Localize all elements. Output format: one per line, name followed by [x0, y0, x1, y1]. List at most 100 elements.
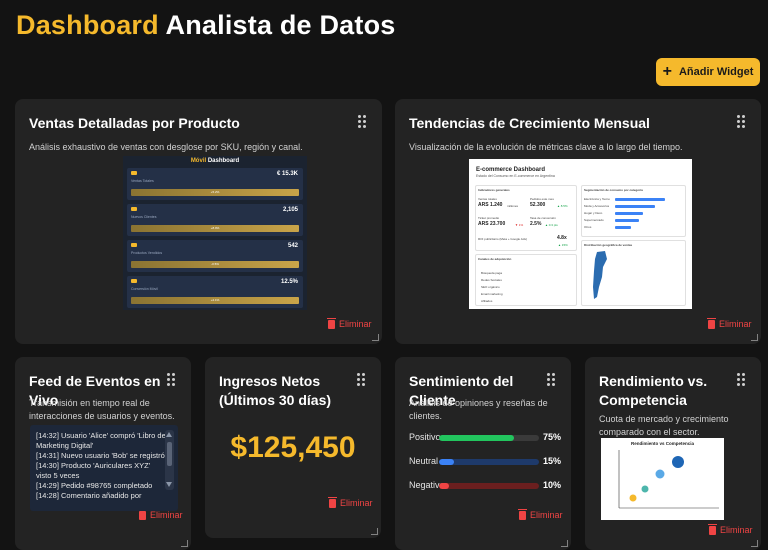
sentiment-row: Positivo 75% — [409, 431, 562, 443]
preview-title: Rendimiento vs Competencia — [630, 441, 694, 446]
channel-label: Búsqueda paga — [481, 271, 503, 275]
drag-handle-icon[interactable] — [547, 373, 555, 386]
kpi-delta: ▼ 1% — [515, 223, 524, 227]
metric-icon — [131, 243, 137, 247]
channel-label: Email marketing — [481, 292, 503, 296]
metric-label: Productos Vendidos — [131, 251, 163, 255]
drag-handle-icon[interactable] — [357, 373, 365, 386]
sentiment-label: Negativo — [409, 480, 445, 490]
metric-delta: -0.5% — [211, 262, 219, 266]
metric-label: Ventas Totales — [131, 179, 154, 183]
event-item: [14:29] Pedido #98765 completado — [36, 481, 153, 490]
trash-icon — [138, 508, 147, 520]
segment-label: Supermercado — [584, 218, 604, 222]
trash-icon — [327, 317, 336, 329]
delete-button[interactable]: Eliminar — [708, 523, 753, 535]
widget-title: Rendimiento vs. Competencia — [599, 373, 708, 408]
event-item: [14:31] Nuevo usuario 'Bob' se registró — [36, 451, 165, 460]
sentiment-label: Positivo — [409, 432, 441, 442]
sentiment-percent: 15% — [543, 456, 562, 466]
segment-box — [581, 185, 686, 237]
metric-delta: +5.2% — [210, 190, 220, 194]
scroll-down-icon[interactable] — [166, 482, 172, 487]
income-value: $125,450 — [230, 431, 356, 464]
kpi-value: 2.5% — [530, 221, 542, 227]
channels-title: Canales de adquisición — [478, 257, 512, 261]
segment-bar — [615, 198, 665, 201]
bubble-empresa-a — [672, 456, 684, 468]
scroll-up-icon[interactable] — [166, 432, 172, 437]
delete-button[interactable]: Eliminar — [707, 317, 752, 329]
resize-handle-icon[interactable] — [751, 334, 758, 341]
channels-box — [475, 254, 577, 306]
argentina-map-icon — [593, 251, 607, 299]
sentiment-percent: 75% — [543, 432, 562, 442]
map-box — [581, 240, 686, 306]
roi-value: 4.8x — [557, 235, 567, 241]
segment-label: Electrónica y Tecno — [584, 197, 610, 201]
metric-value: 2,105 — [282, 207, 298, 213]
resize-handle-icon[interactable] — [561, 540, 568, 547]
delete-button[interactable]: Eliminar — [138, 508, 183, 520]
segment-bar — [615, 212, 643, 215]
widget-title: Tendencias de Crecimiento Mensual — [409, 115, 650, 131]
metric-label: Conversión Móvil — [131, 287, 158, 291]
metric-icon — [131, 279, 137, 283]
channel-label: Afiliados — [481, 299, 493, 303]
resize-handle-icon[interactable] — [751, 540, 758, 547]
event-feed-list[interactable]: [14:32] Usuario 'Alice' compró 'Libro de… — [30, 425, 178, 511]
segment-bar — [615, 205, 655, 208]
resize-handle-icon[interactable] — [372, 334, 379, 341]
preview-header-rest: Dashboard — [207, 158, 240, 164]
delete-label: Eliminar — [150, 510, 183, 520]
event-item: [14:32] Usuario 'Alice' compró 'Libro de… — [36, 431, 166, 450]
widget-description: Transmisión en tiempo real de interaccio… — [29, 398, 175, 421]
kpi-value: 52.300 — [530, 202, 546, 208]
preview-header: Móvil Dashboard — [123, 158, 307, 164]
kpi-label: Ventas totales — [478, 197, 497, 201]
delete-label: Eliminar — [719, 319, 752, 329]
metric-label: Nuevos Clientes — [131, 215, 157, 219]
add-widget-button[interactable]: + Añadir Widget — [656, 58, 760, 86]
trash-icon — [518, 508, 527, 520]
metric-icon — [131, 171, 137, 175]
sentiment-bar — [439, 435, 514, 441]
ecommerce-dashboard-preview: E-commerce Dashboard Estado del Consumo … — [469, 159, 692, 309]
bubble-empresa-d — [629, 494, 637, 502]
widget-description: Cuota de mercado y crecimiento comparado… — [599, 414, 729, 437]
feed-scrollbar[interactable] — [165, 430, 174, 490]
segment-label: Otros — [584, 225, 592, 229]
scroll-thumb[interactable] — [167, 442, 172, 466]
widget-title: Ingresos Netos (Últimos 30 días) — [219, 373, 332, 408]
preview-metric: Conversión Móvil 12.5% +2.1% — [127, 276, 303, 308]
trash-icon — [328, 496, 337, 508]
competencia-chart-preview: Rendimiento vs Competencia — [601, 438, 724, 520]
channel-label: Redes Sociales — [481, 278, 502, 282]
preview-metric: Nuevos Clientes 2,105 +8.9% — [127, 204, 303, 236]
preview-header-accent: Móvil — [190, 158, 207, 164]
resize-handle-icon[interactable] — [371, 528, 378, 535]
metric-value: € 15.3K — [276, 171, 298, 177]
preview-subtitle: Estado del Consumo en E-commerce en Arge… — [476, 174, 555, 178]
mobile-dashboard-preview: Móvil Dashboard Ventas Totales € 15.3K +5.… — [123, 156, 307, 310]
delete-button[interactable]: Eliminar — [328, 496, 373, 508]
delete-button[interactable]: Eliminar — [327, 317, 372, 329]
segment-bar — [615, 226, 631, 229]
kpi-unit: millones — [507, 204, 519, 208]
bubble-chart — [618, 450, 719, 509]
drag-handle-icon[interactable] — [358, 115, 366, 128]
widget-description: Análisis exhaustivo de ventas con desglo… — [29, 142, 303, 152]
widget-description: Análisis de opiniones y reseñas de clien… — [409, 398, 548, 421]
preview-metric: Productos Vendidos 542 -0.5% — [127, 240, 303, 272]
kpi-label: Pedidos este mes — [530, 197, 554, 201]
widget-title: Feed de Eventos en Vivo — [29, 373, 161, 408]
trash-icon — [708, 523, 717, 535]
metric-value: 12.5% — [280, 279, 298, 285]
event-item: [14:28] Comentario añadido por — [36, 491, 142, 500]
drag-handle-icon[interactable] — [737, 373, 745, 386]
drag-handle-icon[interactable] — [737, 115, 745, 128]
drag-handle-icon[interactable] — [167, 373, 175, 386]
resize-handle-icon[interactable] — [181, 540, 188, 547]
sentiment-row: Negativo 10% — [409, 479, 561, 491]
delete-button[interactable]: Eliminar — [518, 508, 563, 520]
